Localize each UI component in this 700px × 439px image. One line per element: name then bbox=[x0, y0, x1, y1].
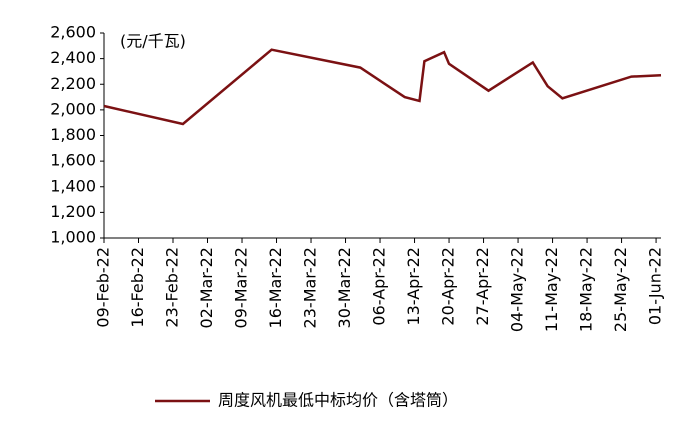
y-tick-label: 2,400 bbox=[50, 48, 96, 67]
x-tick-label: 23-Feb-22 bbox=[163, 247, 182, 328]
x-tick-label: 01-Jun-22 bbox=[646, 247, 665, 325]
x-tick-label: 13-Apr-22 bbox=[404, 247, 423, 326]
x-tick-label: 11-May-22 bbox=[542, 247, 561, 332]
y-tick-label: 2,200 bbox=[50, 74, 96, 93]
x-tick-label: 04-May-22 bbox=[508, 247, 527, 332]
x-tick-label: 18-May-22 bbox=[577, 247, 596, 332]
y-tick-label: 1,600 bbox=[50, 151, 96, 170]
x-tick-label: 06-Apr-22 bbox=[370, 247, 389, 326]
y-tick-label: 2,600 bbox=[50, 23, 96, 42]
x-tick-label: 23-Mar-22 bbox=[301, 247, 320, 328]
line bbox=[103, 48, 662, 126]
x-tick-label: 27-Apr-22 bbox=[473, 247, 492, 326]
legend-label: 周度风机最低中标均价（含塔筒） bbox=[218, 391, 458, 410]
x-tick-label: 09-Mar-22 bbox=[232, 247, 251, 328]
x-tick-label: 30-Mar-22 bbox=[335, 247, 354, 328]
y-axis-label: (元/千瓦) bbox=[120, 32, 186, 51]
y-tick-label: 2,000 bbox=[50, 99, 96, 118]
y-tick-label: 1,400 bbox=[50, 176, 96, 195]
x-tick-label: 25-May-22 bbox=[611, 247, 630, 332]
y-tick-label: 1,800 bbox=[50, 125, 96, 144]
y-tick-label: 1,000 bbox=[50, 228, 96, 247]
x-tick-label: 16-Feb-22 bbox=[128, 247, 147, 328]
x-tick-label: 02-Mar-22 bbox=[197, 247, 216, 328]
y-tick-label: 1,200 bbox=[50, 202, 96, 221]
x-tick-label: 16-Mar-22 bbox=[266, 247, 285, 328]
x-tick-label: 09-Feb-22 bbox=[94, 247, 113, 328]
x-tick-label: 20-Apr-22 bbox=[439, 247, 458, 326]
